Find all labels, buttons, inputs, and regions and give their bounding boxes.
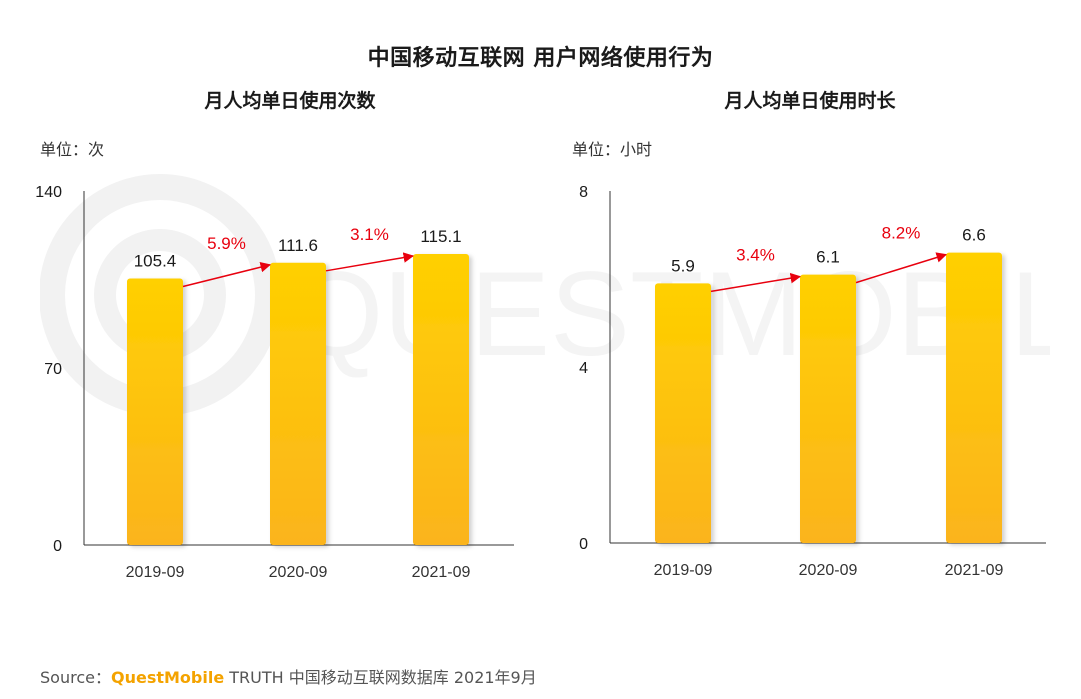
source-prefix: Source： bbox=[40, 668, 111, 687]
chart-1-value-label: 111.6 bbox=[278, 236, 318, 255]
chart-1-value-label: 115.1 bbox=[420, 227, 461, 246]
chart-2-y-tick-label: 8 bbox=[579, 184, 588, 201]
chart-2-growth-label: 8.2% bbox=[882, 224, 921, 243]
chart-2-title: 月人均单日使用时长 bbox=[724, 90, 896, 112]
chart-1-growth-label: 5.9% bbox=[207, 234, 246, 253]
chart-2-x-tick-label: 2020-09 bbox=[799, 562, 858, 579]
source-footnote: Source：QuestMobile TRUTH 中国移动互联网数据库 2021… bbox=[40, 664, 537, 688]
chart-1-x-tick-label: 2021-09 bbox=[412, 564, 471, 581]
chart-2-bar bbox=[946, 252, 1002, 543]
chart-1-x-tick-label: 2019-09 bbox=[126, 564, 185, 581]
chart-2-value-label: 6.6 bbox=[962, 226, 986, 245]
chart-1-unit: 单位：次 bbox=[40, 140, 105, 159]
chart-2-x-tick-label: 2021-09 bbox=[945, 562, 1004, 579]
chart-1-x-tick-label: 2020-09 bbox=[269, 564, 328, 581]
chart-2-growth-arrow bbox=[710, 272, 802, 293]
chart-2-y-tick-label: 0 bbox=[579, 536, 588, 553]
chart-1-growth-label: 3.1% bbox=[350, 225, 389, 244]
chart-1-growth-arrow bbox=[182, 262, 272, 288]
page-title: 中国移动互联网 用户网络使用行为 bbox=[367, 46, 714, 71]
source-brand: QuestMobile bbox=[110, 668, 225, 687]
chart-2-y-tick-label: 4 bbox=[579, 360, 588, 377]
chart-2-value-label: 5.9 bbox=[671, 256, 695, 275]
chart-1-bar bbox=[127, 278, 183, 545]
chart-2-unit: 单位：小时 bbox=[572, 140, 653, 159]
chart-2-value-label: 6.1 bbox=[816, 248, 840, 267]
source-rest: TRUTH 中国移动互联网数据库 2021年9月 bbox=[224, 668, 537, 687]
chart-1-title: 月人均单日使用次数 bbox=[204, 90, 376, 112]
chart-2-bar bbox=[800, 274, 856, 543]
chart-1-y-tick-label: 70 bbox=[44, 361, 62, 378]
chart-2-x-tick-label: 2019-09 bbox=[654, 562, 713, 579]
chart-2-growth-arrow bbox=[855, 252, 948, 284]
chart-1-bar bbox=[270, 262, 326, 545]
chart-1-bar bbox=[413, 253, 469, 545]
chart-1-y-tick-label: 140 bbox=[35, 184, 62, 201]
chart-1-value-label: 105.4 bbox=[134, 251, 177, 270]
chart-2-bar bbox=[655, 283, 711, 543]
chart-2-growth-label: 3.4% bbox=[736, 246, 775, 265]
chart-1-growth-arrow bbox=[325, 252, 415, 272]
chart-1-y-tick-label: 0 bbox=[53, 538, 62, 555]
